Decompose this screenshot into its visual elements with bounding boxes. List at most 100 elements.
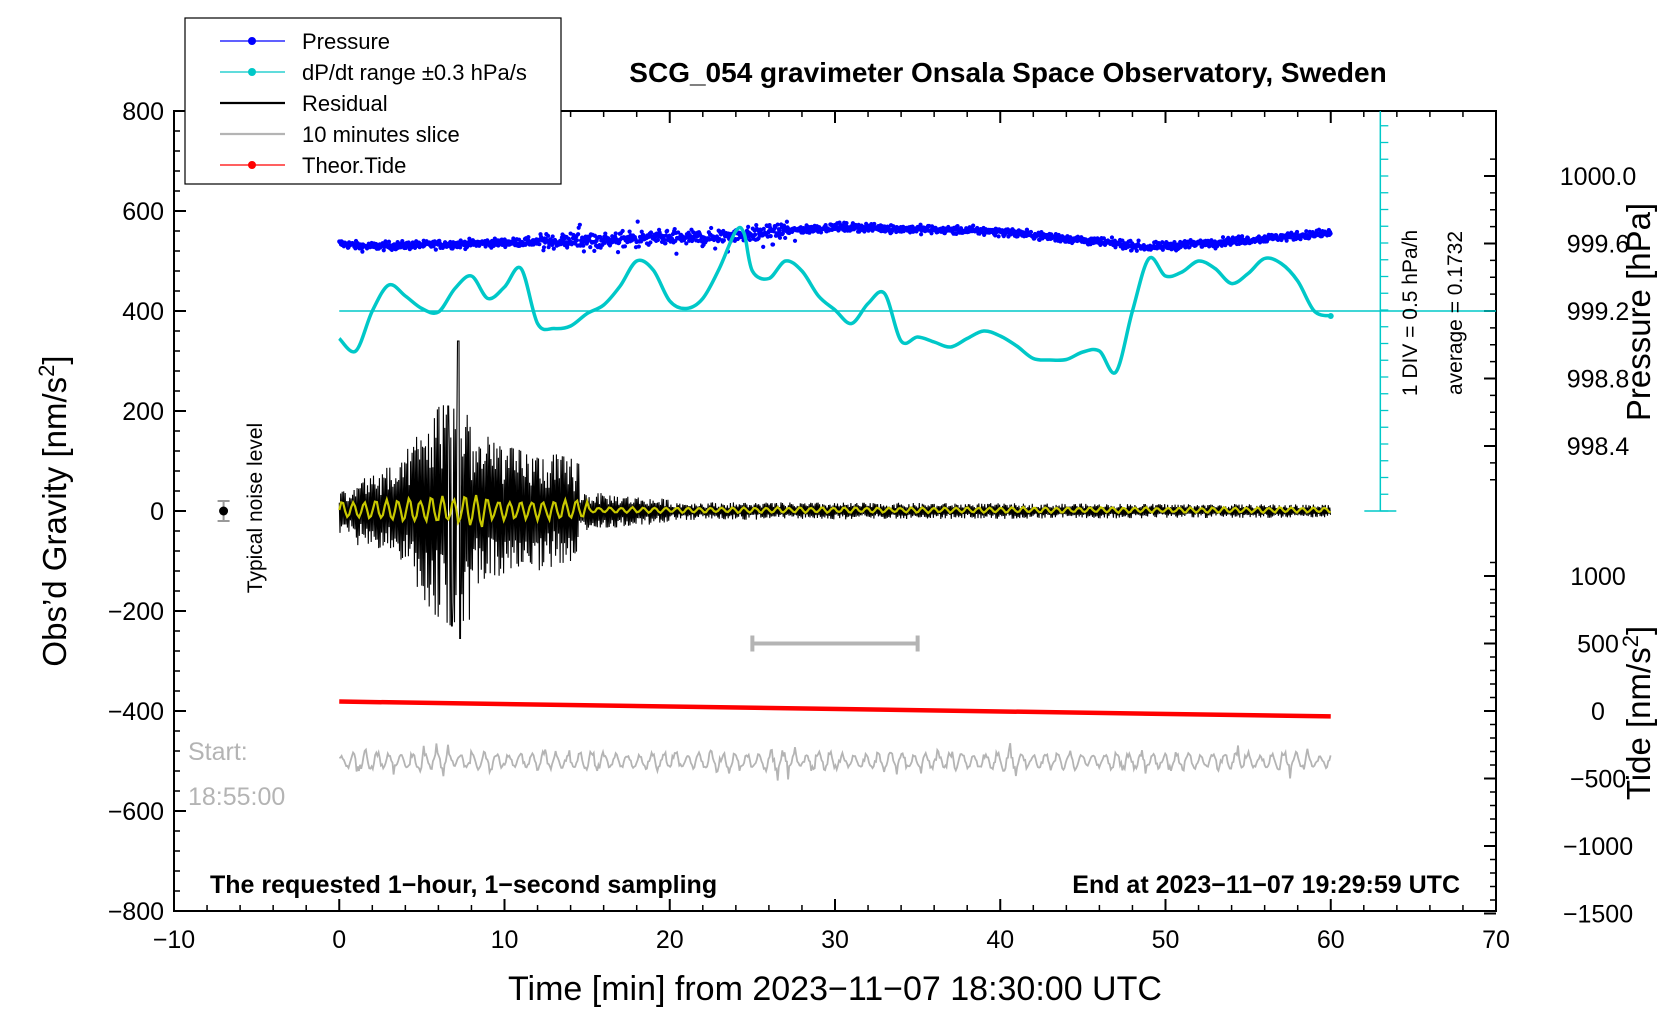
tide-tick-label: −500 <box>1570 766 1626 794</box>
pressure-point <box>929 231 934 236</box>
x-tick-label: 50 <box>1152 926 1180 954</box>
pressure-point <box>721 238 726 243</box>
pressure-point <box>1220 235 1226 240</box>
pressure-point <box>581 243 586 248</box>
pressure-point <box>823 223 828 228</box>
pressure-point <box>550 234 555 239</box>
y-axis-label-gravity: Obs’d Gravity [nm/s2] <box>34 355 73 666</box>
pressure-tick-label: 998.4 <box>1567 433 1630 461</box>
pressure-point <box>918 232 924 237</box>
pressure-series <box>337 219 1333 256</box>
x-tick-label: 30 <box>821 926 849 954</box>
pressure-point <box>768 234 773 239</box>
legend-item: Pressure <box>220 29 390 54</box>
y-tick-label: 800 <box>122 98 164 126</box>
legend-item: Theor.Tide <box>220 153 406 178</box>
pressure-tick-label: 999.2 <box>1567 298 1630 326</box>
pressure-point <box>588 245 593 250</box>
residual-smoothed-curve <box>338 494 1332 528</box>
tide-tick-label: −1500 <box>1563 901 1633 929</box>
y-axis-label-gravity-sup: 2 <box>34 365 59 377</box>
pressure-point <box>1294 229 1300 235</box>
pressure-point <box>635 219 640 224</box>
pressure-point <box>753 232 758 237</box>
pressure-point <box>709 225 714 231</box>
y-tick-label: −400 <box>108 698 164 726</box>
y-tick-label: −800 <box>108 898 164 926</box>
legend-label: Theor.Tide <box>302 153 406 178</box>
legend-box <box>184 17 562 185</box>
legend-label: dP/dt range ±0.3 hPa/s <box>302 60 527 85</box>
legend-label: Residual <box>302 91 388 116</box>
noise-point <box>219 506 229 516</box>
pressure-point <box>754 223 759 228</box>
pressure-point <box>684 241 689 246</box>
pressure-point <box>1028 229 1034 235</box>
dpdt-average-annotation: average = 0.1732 <box>1444 231 1467 395</box>
legend-item: Residual <box>220 91 388 116</box>
y-tick-label: 0 <box>150 498 164 526</box>
pressure-point <box>581 249 587 254</box>
pressure-point <box>1284 238 1289 243</box>
legend: Pressure dP/dt range ±0.3 hPa/s Residual 10… <box>184 17 562 185</box>
legend-item: 10 minutes slice <box>220 122 460 147</box>
pressure-point <box>433 247 438 252</box>
pressure-point <box>576 232 581 237</box>
y-axis-label-tide-main: Tide [nm/s <box>1620 647 1657 800</box>
dpdt-scale-annotation: 1 DIV = 0.5 hPa/h <box>1399 230 1422 396</box>
pressure-point <box>639 239 644 244</box>
pressure-point <box>577 222 582 227</box>
pressure-point <box>615 250 621 255</box>
pressure-point <box>1304 229 1309 234</box>
pressure-point <box>1316 227 1322 232</box>
pressure-point <box>499 237 504 242</box>
pressure-point <box>620 228 625 234</box>
legend-items: Pressure dP/dt range ±0.3 hPa/s Residual 10… <box>220 29 527 178</box>
pressure-point <box>551 246 556 251</box>
tide-line <box>339 699 1331 719</box>
x-axis-label: Time [min] from 2023−11−07 18:30:00 UTC <box>508 970 1162 1008</box>
pressure-point <box>996 234 1001 239</box>
pressure-point <box>747 237 752 243</box>
pressure-point <box>1136 238 1141 243</box>
legend-label: 10 minutes slice <box>302 122 460 147</box>
pressure-point <box>1328 231 1333 236</box>
pressure-point <box>672 226 677 232</box>
legend-swatch-marker <box>248 68 256 76</box>
pressure-point <box>541 245 547 250</box>
y-tick-label: 600 <box>122 198 164 226</box>
tide-tick-label: −1000 <box>1563 833 1633 861</box>
pressure-point <box>663 241 668 246</box>
footer-right: End at 2023−11−07 19:29:59 UTC <box>1072 871 1460 899</box>
axis-layer: −10 0 10 20 30 40 50 60 70 800 600 400 200 0 −200 −400 −… <box>108 98 1637 954</box>
dpdt-curve <box>337 225 1332 375</box>
pressure-point <box>648 240 653 245</box>
pressure-point <box>381 248 386 253</box>
tide-tick-label: 0 <box>1591 698 1605 726</box>
noise-level-label: Typical noise level <box>244 423 267 593</box>
pressure-point <box>676 230 681 235</box>
y-tick-label: −200 <box>108 598 164 626</box>
tide-tick-label: 500 <box>1577 631 1619 659</box>
x-tick-label: 0 <box>332 926 346 954</box>
x-tick-label: 20 <box>656 926 684 954</box>
y-axis-label-tide: Tide [nm/s2] <box>1618 626 1657 800</box>
pressure-point <box>792 238 798 243</box>
x-tick-label: 10 <box>491 926 519 954</box>
pressure-point <box>894 229 899 235</box>
pressure-point <box>546 244 551 250</box>
pressure-point <box>783 235 788 241</box>
data-layer <box>217 111 1496 781</box>
tide-tick-label: 1000 <box>1570 563 1626 591</box>
pressure-point <box>1109 235 1115 240</box>
pressure-point <box>746 224 751 229</box>
x-tick-label: 60 <box>1317 926 1345 954</box>
pressure-point <box>627 229 632 234</box>
pressure-point <box>1160 240 1165 245</box>
pressure-point <box>955 224 960 229</box>
pressure-point <box>872 221 877 227</box>
y-axis-label-tide-close: ] <box>1620 626 1657 635</box>
y-axis-label-gravity-close: ] <box>36 355 73 364</box>
pressure-point <box>777 228 782 233</box>
pressure-point <box>636 244 641 249</box>
